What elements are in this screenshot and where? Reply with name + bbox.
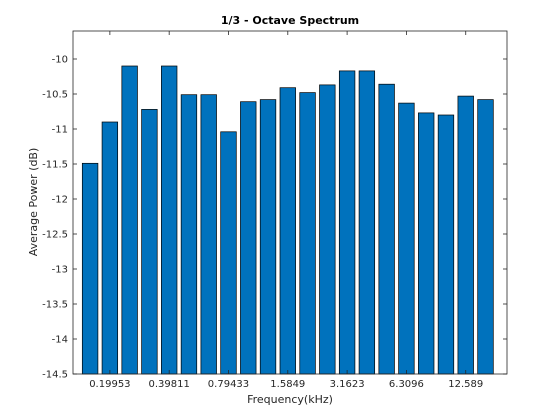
bar bbox=[319, 84, 336, 375]
bar bbox=[180, 94, 198, 375]
bar bbox=[398, 102, 415, 375]
bar bbox=[101, 121, 119, 375]
y-tick-label: -10.5 bbox=[42, 90, 68, 101]
bar bbox=[378, 83, 395, 375]
bar bbox=[161, 65, 178, 375]
y-tick-label: -13.5 bbox=[42, 300, 68, 311]
chart-title: 1/3 - Octave Spectrum bbox=[221, 14, 359, 27]
bar bbox=[437, 114, 455, 375]
x-tick-label: 0.79433 bbox=[208, 379, 249, 390]
x-axis: 0.19953 0.39811 0.79433 1.5849 3.1623 6.3096 1… bbox=[89, 31, 483, 390]
bar bbox=[477, 99, 494, 375]
y-tick-label: -13 bbox=[52, 265, 68, 276]
y-tick-label: -10 bbox=[52, 55, 68, 66]
x-tick-label: 6.3096 bbox=[389, 379, 424, 390]
bar bbox=[457, 95, 474, 375]
y-tick-label: -11 bbox=[52, 125, 68, 136]
x-tick-label: 1.5849 bbox=[270, 379, 305, 390]
bar-group bbox=[81, 65, 494, 375]
bar bbox=[358, 70, 376, 375]
bar bbox=[279, 87, 296, 375]
axes-box bbox=[72, 30, 508, 375]
y-axis: -10 -10.5 -11 -11.5 -12 -12.5 -13 -13.5 -14 -14.5 bbox=[42, 55, 507, 381]
bar bbox=[418, 112, 435, 375]
bar bbox=[338, 70, 356, 375]
bar bbox=[141, 109, 158, 375]
y-tick-label: -12.5 bbox=[42, 230, 68, 241]
y-tick-label: -12 bbox=[52, 195, 68, 206]
bar bbox=[259, 99, 277, 375]
x-tick-label: 0.19953 bbox=[89, 379, 130, 390]
bar bbox=[220, 131, 237, 375]
bar bbox=[81, 162, 99, 375]
x-tick-label: 3.1623 bbox=[330, 379, 365, 390]
x-tick-label: 12.589 bbox=[448, 379, 483, 390]
y-tick-label: -14.5 bbox=[42, 370, 68, 381]
bar bbox=[299, 92, 316, 375]
y-tick-label: -11.5 bbox=[42, 160, 68, 171]
bar bbox=[240, 101, 257, 375]
bar bbox=[200, 94, 217, 375]
y-tick-label: -14 bbox=[52, 335, 68, 346]
bar bbox=[121, 65, 138, 375]
x-tick-label: 0.39811 bbox=[149, 379, 190, 390]
y-axis-label: Average Power (dB) bbox=[27, 148, 40, 257]
x-axis-label: Frequency(kHz) bbox=[247, 393, 333, 406]
